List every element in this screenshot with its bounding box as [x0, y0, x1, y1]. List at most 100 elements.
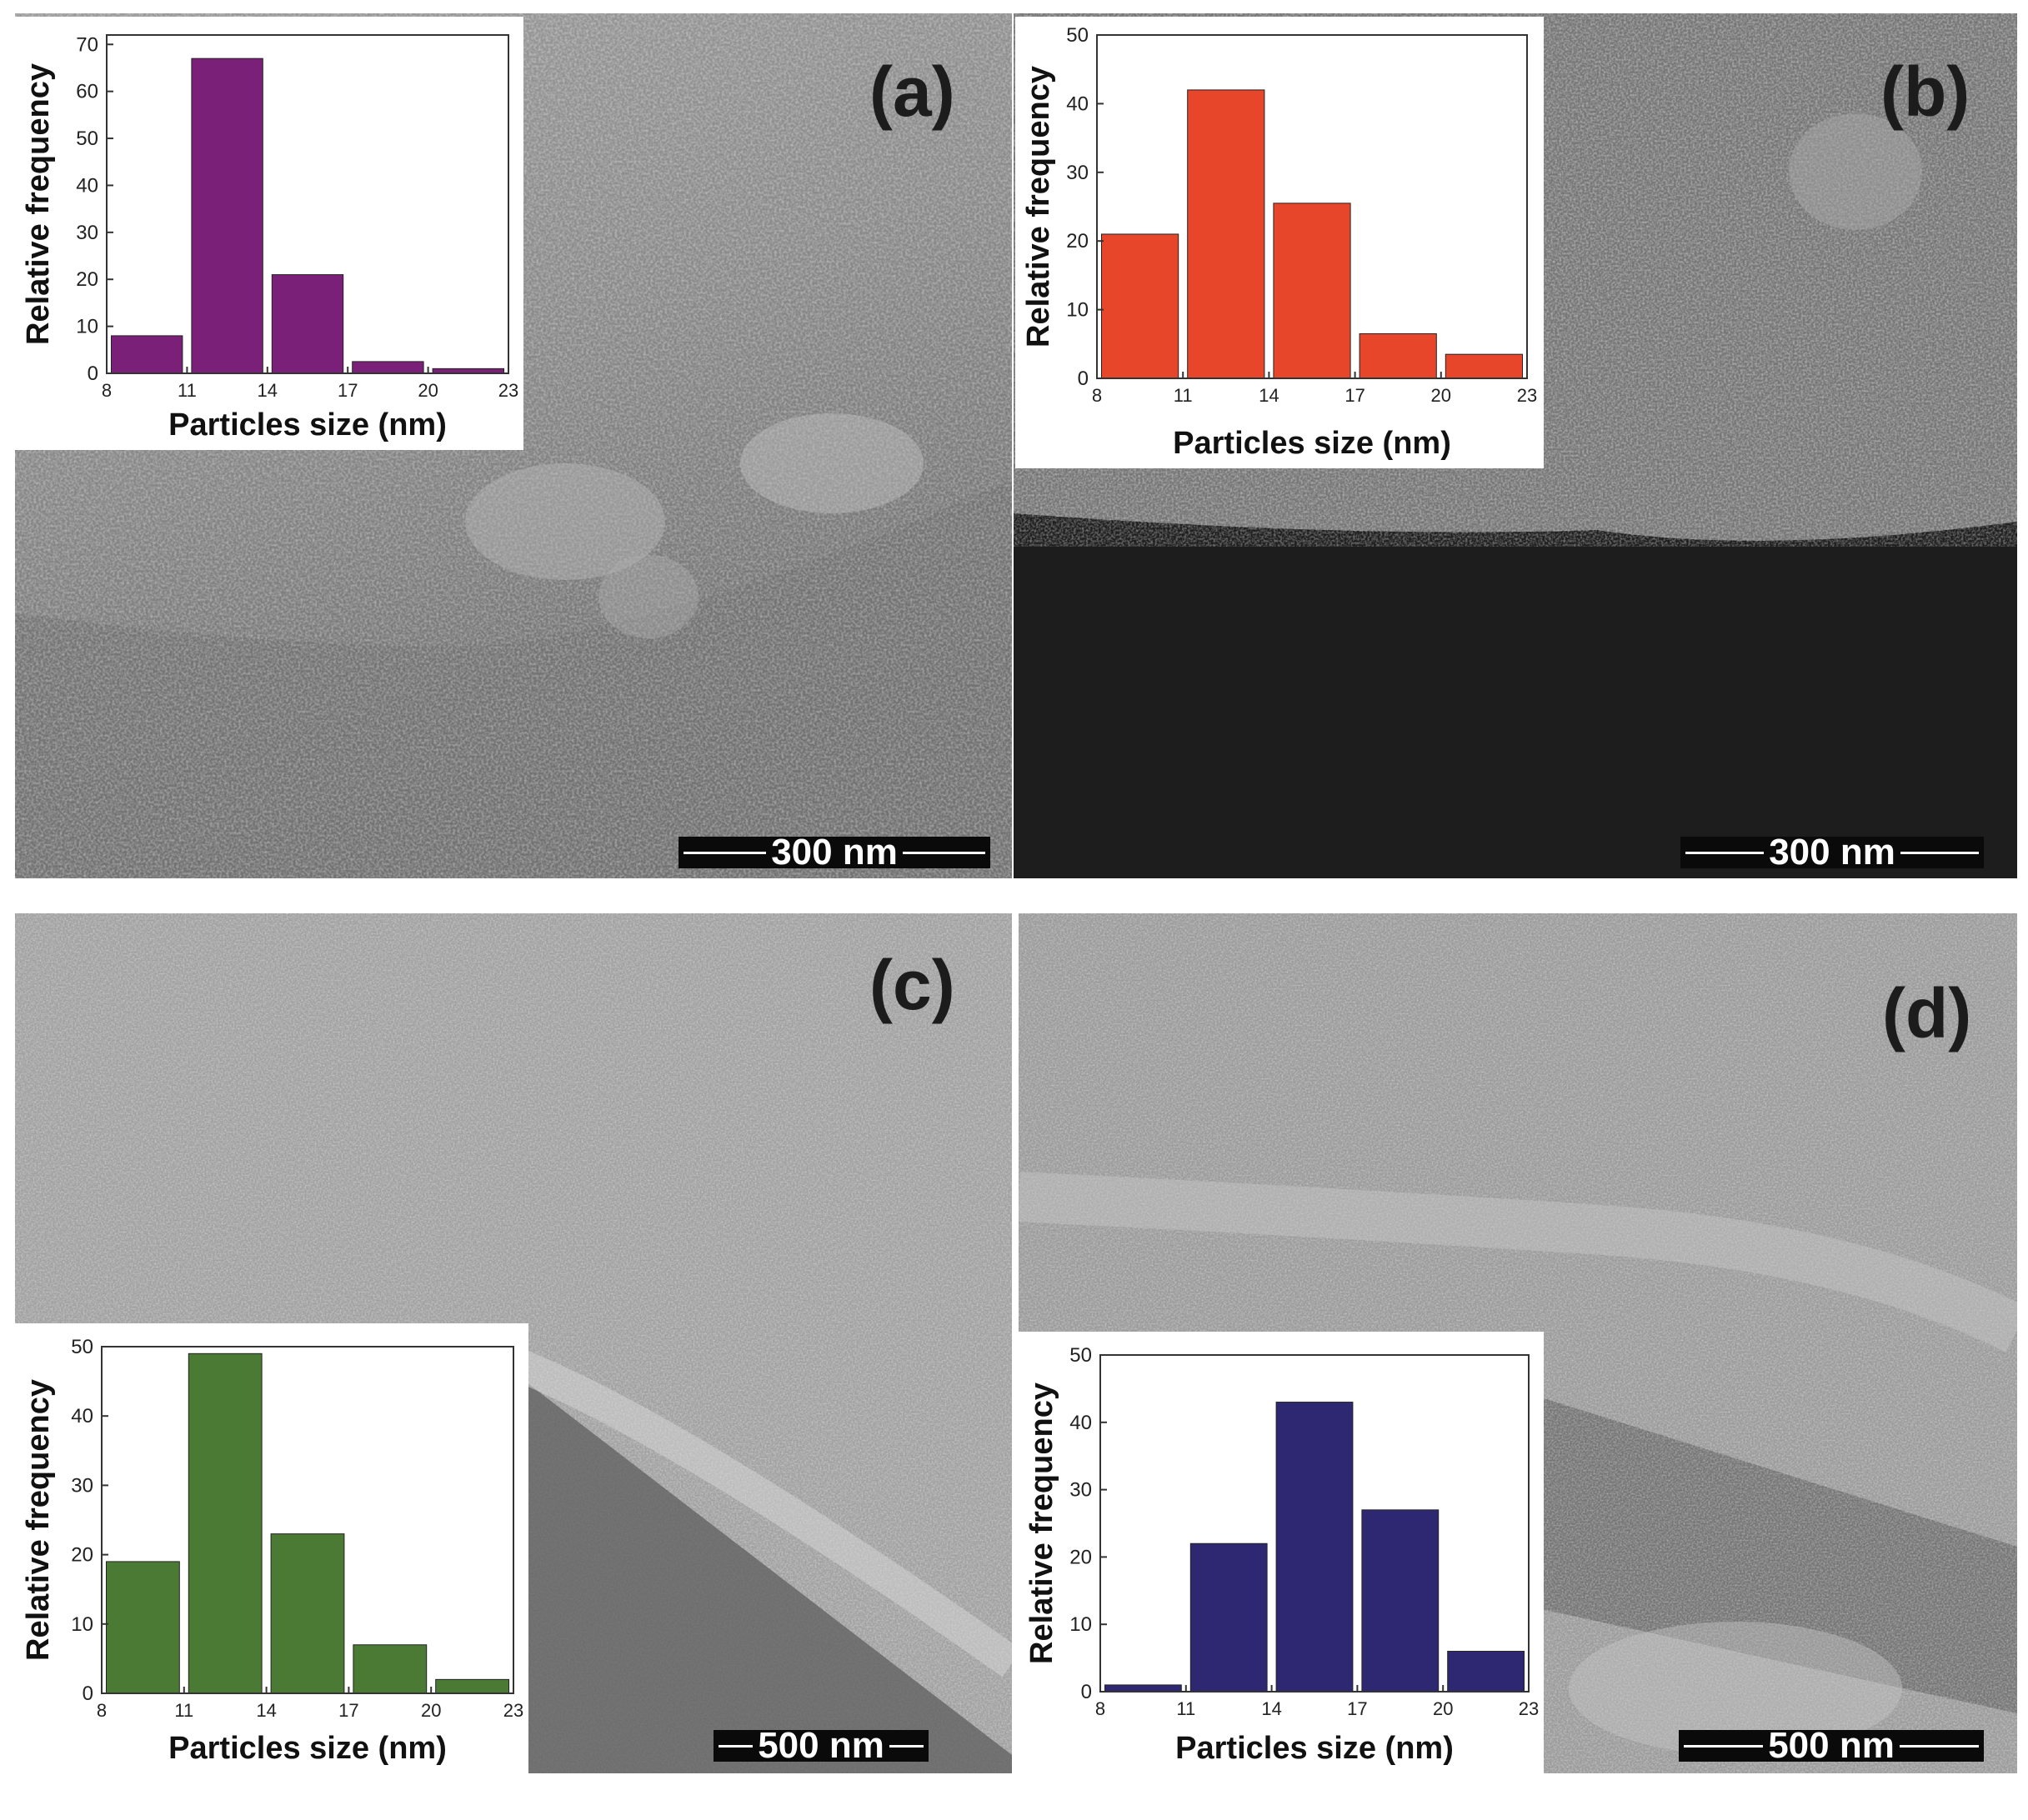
histogram-d-xtick-label-17: 17	[1347, 1698, 1367, 1719]
histogram-a-xtick-label-20: 20	[418, 380, 438, 401]
histogram-b-bar-5	[1445, 353, 1523, 379]
histogram-c-ytick-label-0: 0	[83, 1682, 93, 1705]
histogram-a-xtick-label-11: 11	[178, 380, 197, 401]
histogram-c-frame	[101, 1346, 514, 1694]
histogram-d-x-axis-title: Particles size (nm)	[1175, 1731, 1454, 1766]
histogram-c: 0 10 20 30 40 50 8 11 14 17 20 23 Particles size (nm…	[15, 1323, 528, 1773]
histogram-b-ytick-label-30: 30	[1066, 162, 1089, 184]
histogram-b-xtick-label-14: 14	[1259, 385, 1279, 406]
histogram-d-bar-1	[1104, 1684, 1182, 1692]
histogram-b-svg: 0 10 20 30 40 50 8 11 14 17 20 23 Particles size (nm…	[1021, 24, 1537, 461]
histogram-c-bar-2	[188, 1352, 263, 1694]
histogram-a-ytick-label-0: 0	[88, 362, 98, 385]
histogram-b-ytick-label-20: 20	[1066, 230, 1089, 252]
histogram-a-ytick-label-30: 30	[76, 222, 98, 244]
histogram-c-bar-1	[106, 1561, 180, 1694]
histogram-b-frame	[1096, 34, 1528, 379]
scale-bar-text-c: 500 nm	[758, 1725, 884, 1766]
histogram-b-xtick-label-11: 11	[1174, 385, 1193, 406]
histogram-b-bar-1	[1101, 233, 1179, 379]
histogram-a-ytick-label-50: 50	[76, 128, 98, 150]
histogram-a: 0 10 20 30 40 50 60 70 8 11 14 17 20 23 Particles size…	[15, 17, 523, 450]
histogram-d-xtick-label-11: 11	[1176, 1698, 1195, 1719]
histogram-d-bar-2	[1189, 1542, 1268, 1692]
histogram-c-xtick-label-8: 8	[97, 1700, 107, 1721]
histogram-d-ytick-label-30: 30	[1069, 1479, 1092, 1502]
histogram-b-ytick-label-10: 10	[1066, 299, 1089, 322]
histogram-c-x-axis-title: Particles size (nm)	[168, 1731, 447, 1766]
histogram-d-xtick-label-23: 23	[1519, 1698, 1539, 1719]
histogram-c-ytick-label-10: 10	[71, 1613, 93, 1636]
histogram-a-ytick-label-20: 20	[76, 268, 98, 291]
scale-bar-text-b: 300 nm	[1769, 832, 1895, 872]
panel-label-b: (b)	[1880, 52, 1970, 131]
histogram-c-y-axis-title: Relative frequency	[21, 1379, 56, 1661]
histogram-d-xtick-label-20: 20	[1433, 1698, 1453, 1719]
histogram-b-ytick-label-40: 40	[1066, 92, 1089, 115]
histogram-d-ytick-label-40: 40	[1069, 1412, 1092, 1434]
histogram-b-bar-3	[1273, 202, 1351, 379]
histogram-d-xtick-label-8: 8	[1095, 1698, 1105, 1719]
histogram-a-bar-1	[111, 335, 183, 374]
scale-bar-b: 300 nm	[1680, 832, 1984, 872]
histogram-d-xtick-label-14: 14	[1261, 1698, 1281, 1719]
histogram-b: 0 10 20 30 40 50 8 11 14 17 20 23 Particles size (nm…	[1015, 17, 1544, 468]
scale-bar-text-a: 300 nm	[771, 832, 898, 872]
histogram-b-ytick-label-50: 50	[1066, 24, 1089, 47]
histogram-b-xtick-label-20: 20	[1431, 385, 1451, 406]
histogram-a-xtick-label-8: 8	[102, 380, 112, 401]
histogram-b-xtick-label-8: 8	[1092, 385, 1102, 406]
panel-label-d: (d)	[1882, 974, 1972, 1052]
histogram-c-xtick-label-20: 20	[421, 1700, 441, 1721]
histogram-b-xtick-label-17: 17	[1344, 385, 1365, 406]
histogram-d-ytick-label-10: 10	[1069, 1613, 1092, 1636]
histogram-c-bar-3	[270, 1533, 345, 1694]
histogram-b-bar-4	[1359, 332, 1437, 379]
panel-label-a: (a)	[869, 52, 955, 131]
histogram-a-bar-3	[271, 274, 344, 374]
histogram-d-frame	[1099, 1354, 1530, 1692]
histogram-c-svg: 0 10 20 30 40 50 8 11 14 17 20 23 Particles size (nm…	[21, 1336, 523, 1766]
histogram-a-y-axis-title: Relative frequency	[21, 63, 56, 345]
histogram-a-bar-4	[352, 361, 424, 374]
histogram-d-bar-3	[1275, 1402, 1354, 1692]
histogram-a-ytick-label-40: 40	[76, 174, 98, 197]
histogram-a-x-axis-title: Particles size (nm)	[168, 408, 447, 442]
scale-bar-a: 300 nm	[679, 832, 990, 872]
panel-label-c: (c)	[869, 946, 955, 1024]
histogram-b-y-axis-title: Relative frequency	[1021, 66, 1056, 348]
histogram-d-bar-4	[1361, 1509, 1440, 1692]
histogram-c-ytick-label-50: 50	[71, 1336, 93, 1358]
histogram-a-xtick-label-17: 17	[338, 380, 358, 401]
histogram-a-svg: 0 10 20 30 40 50 60 70 8 11 14 17 20 23 Particles size…	[21, 33, 518, 442]
histogram-a-frame	[106, 34, 509, 374]
histogram-c-bar-4	[353, 1644, 428, 1694]
histogram-d-ytick-label-50: 50	[1069, 1344, 1092, 1367]
histogram-c-bar-5	[435, 1678, 510, 1694]
histogram-a-xtick-label-14: 14	[258, 380, 278, 401]
histogram-d-y-axis-title: Relative frequency	[1024, 1382, 1059, 1664]
histogram-c-ytick-label-20: 20	[71, 1544, 93, 1567]
histogram-c-xtick-label-23: 23	[503, 1700, 523, 1721]
histogram-d: 0 10 20 30 40 50 8 11 14 17 20 23 Particles size (nm…	[1019, 1332, 1544, 1773]
histogram-c-xtick-label-14: 14	[256, 1700, 276, 1721]
histogram-b-ytick-label-0: 0	[1078, 368, 1089, 390]
scale-bar-c: 500 nm	[714, 1725, 929, 1766]
histogram-a-ytick-label-70: 70	[76, 33, 98, 56]
histogram-d-ytick-label-0: 0	[1081, 1681, 1092, 1703]
histogram-c-ytick-label-40: 40	[71, 1405, 93, 1428]
histogram-c-ytick-label-30: 30	[71, 1474, 93, 1497]
histogram-a-ytick-label-10: 10	[76, 316, 98, 338]
histogram-c-xtick-label-11: 11	[174, 1700, 193, 1721]
histogram-a-bar-2	[191, 58, 263, 374]
histogram-a-xtick-label-23: 23	[498, 380, 518, 401]
histogram-c-xtick-label-17: 17	[338, 1700, 358, 1721]
scale-bar-d: 500 nm	[1679, 1725, 1984, 1766]
histogram-b-x-axis-title: Particles size (nm)	[1173, 426, 1451, 461]
histogram-b-bar-2	[1187, 89, 1265, 379]
histogram-a-ytick-label-60: 60	[76, 81, 98, 103]
histogram-d-svg: 0 10 20 30 40 50 8 11 14 17 20 23 Particles size (nm…	[1024, 1344, 1539, 1766]
histogram-d-ytick-label-20: 20	[1069, 1546, 1092, 1568]
histogram-d-bar-5	[1447, 1651, 1525, 1692]
histogram-b-xtick-label-23: 23	[1517, 385, 1537, 406]
